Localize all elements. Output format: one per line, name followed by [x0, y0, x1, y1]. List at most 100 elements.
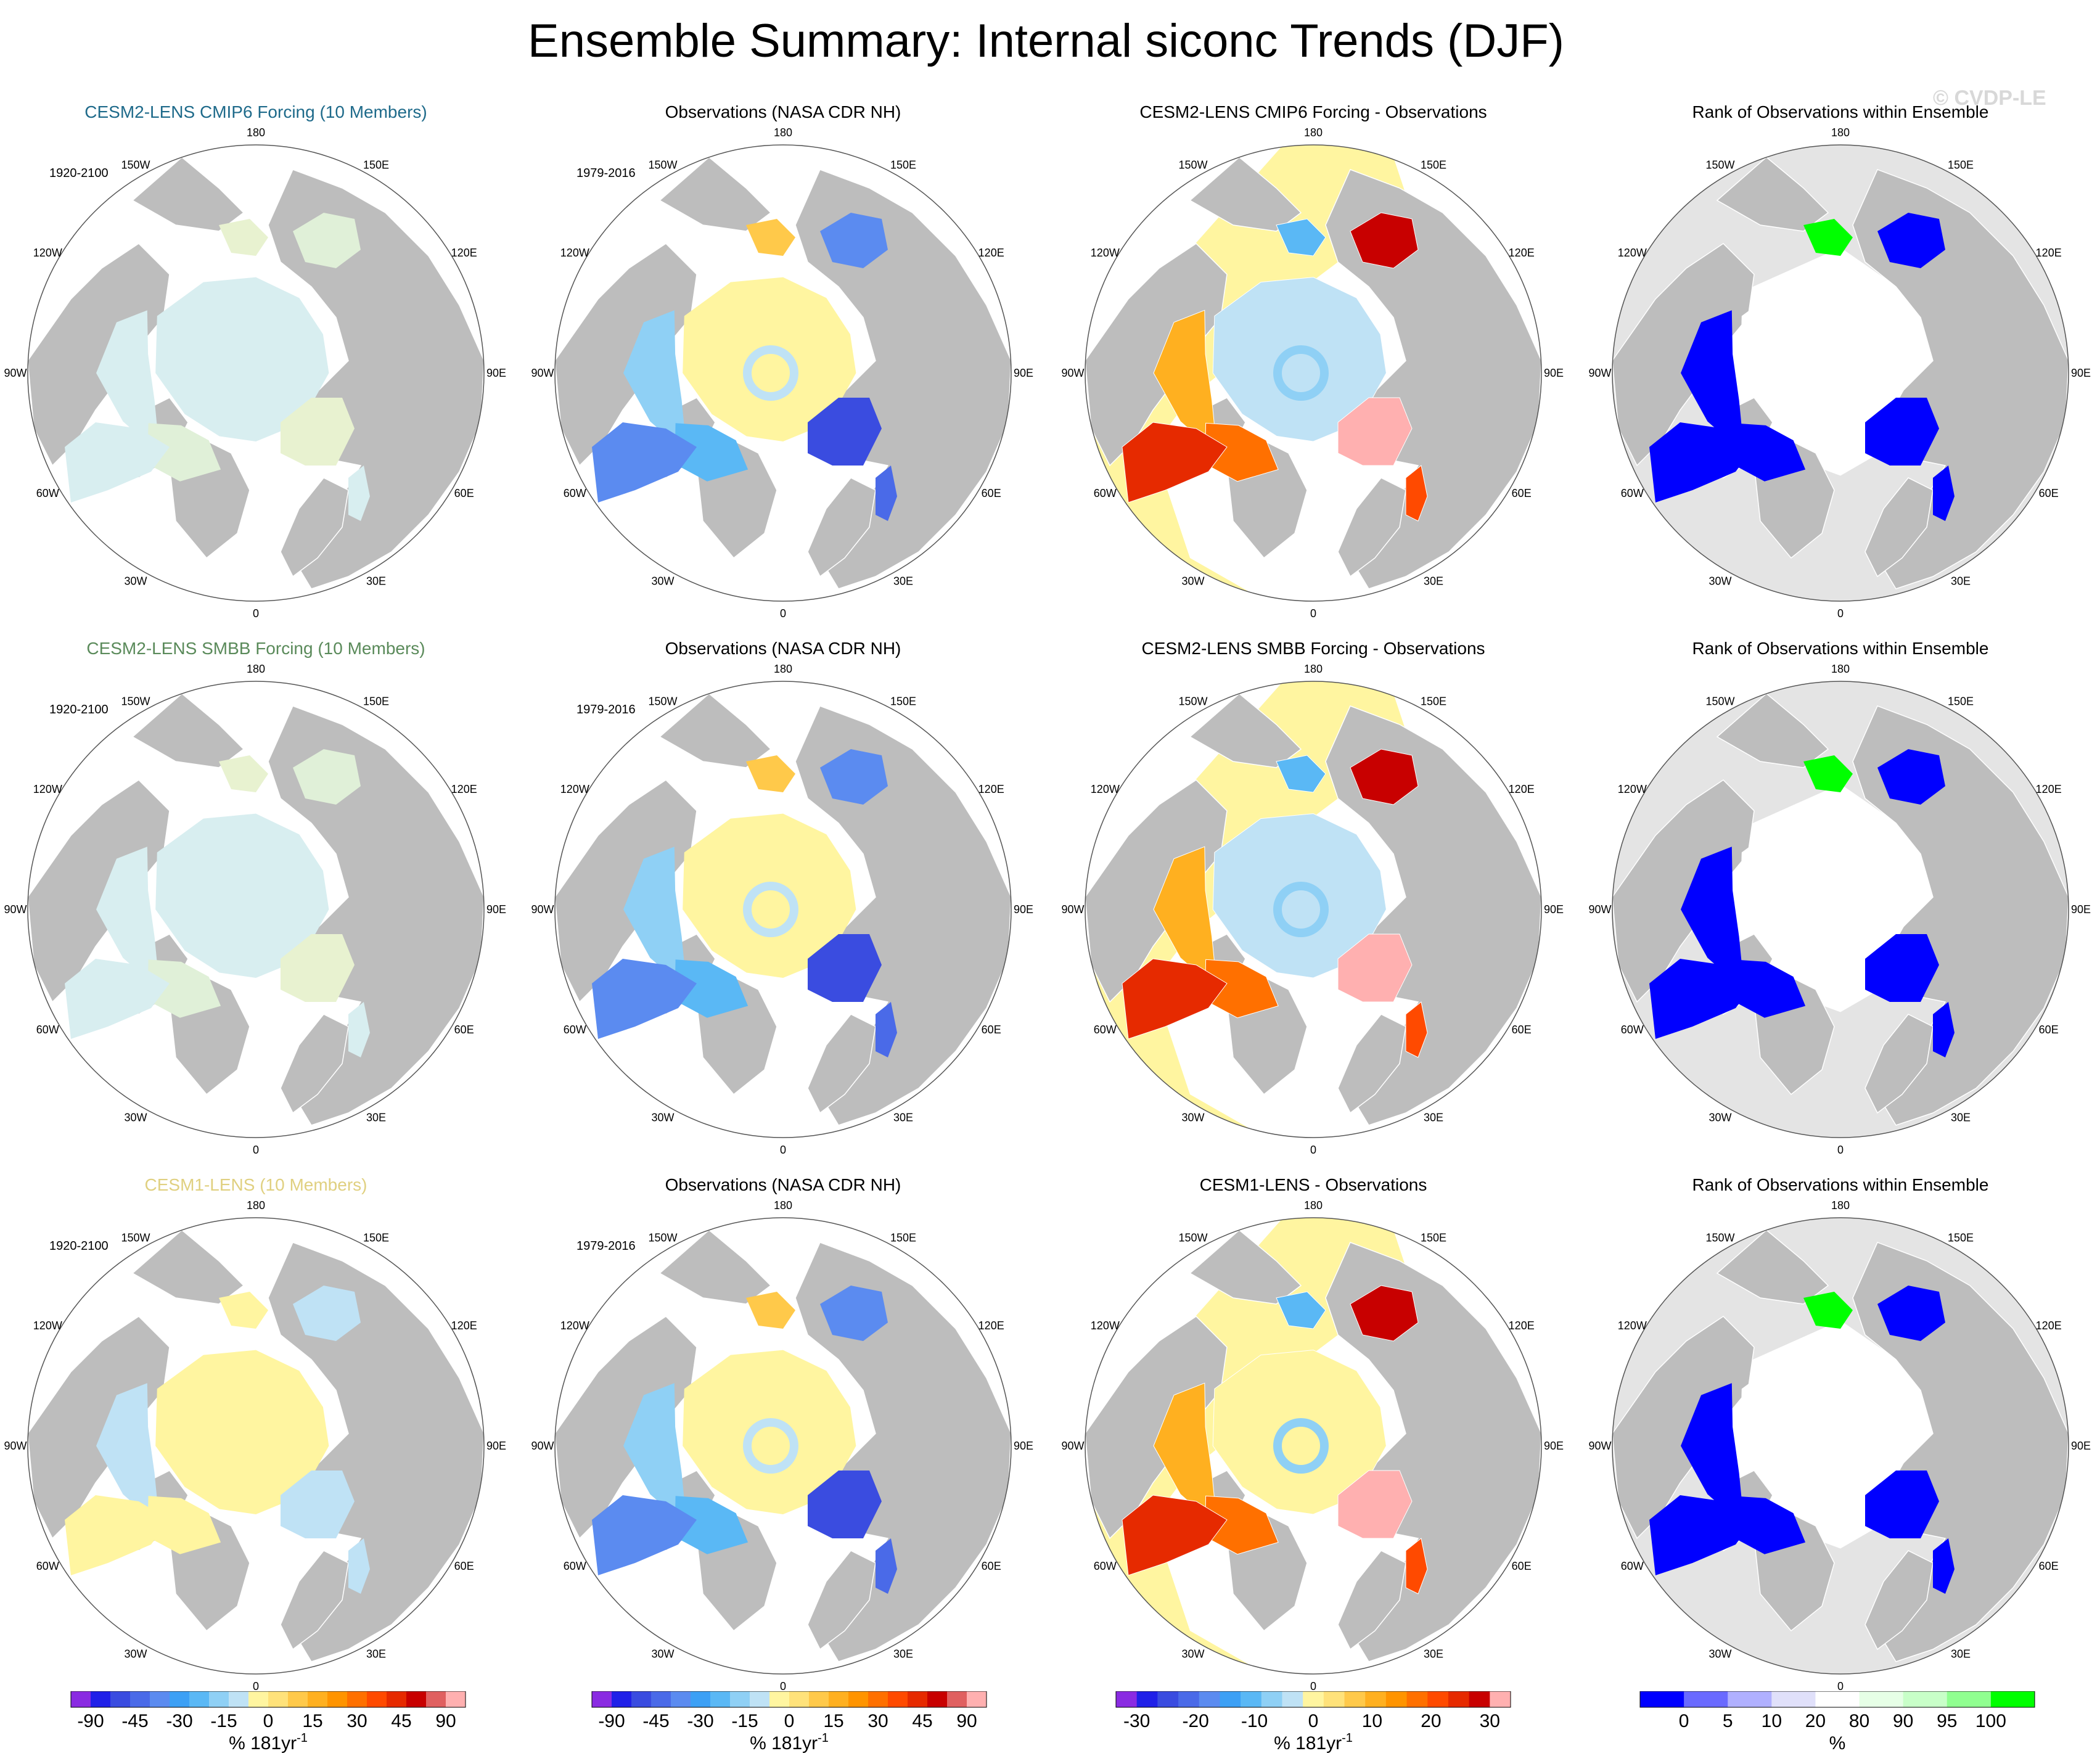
land-mass	[1337, 477, 1406, 578]
pole-ring	[743, 1418, 798, 1474]
sea-ice-region-archi	[623, 310, 687, 454]
longitude-label: 180	[247, 663, 265, 675]
colorbar-swatch	[927, 1691, 948, 1707]
longitude-label: 30E	[1951, 1648, 1971, 1660]
panel-title: CESM2-LENS SMBB Forcing (10 Members)	[86, 639, 425, 658]
colorbar-swatch	[308, 1691, 328, 1707]
colorbar-tick-label: -20	[1182, 1711, 1208, 1731]
longitude-label: 60W	[36, 1024, 59, 1036]
land-mass	[1337, 1550, 1406, 1651]
longitude-label: 60E	[454, 1560, 474, 1572]
longitude-label: 0	[253, 607, 259, 620]
colorbar-unit: % 181yr-1	[229, 1731, 308, 1754]
longitude-label: 30E	[1951, 1112, 1971, 1124]
longitude-label: 150E	[1421, 158, 1446, 171]
longitude-label: 150E	[890, 1231, 916, 1244]
sea-ice-region-hudson	[675, 1496, 749, 1554]
longitude-label: 120E	[2036, 247, 2062, 259]
colorbar-swatch	[1344, 1691, 1366, 1707]
longitude-label: 30W	[1708, 1648, 1731, 1660]
sea-ice-region-arctic	[1212, 277, 1387, 442]
pole-ring	[1273, 1418, 1329, 1474]
longitude-label: 150W	[648, 1231, 677, 1244]
sea-ice-region-labr	[1649, 959, 1754, 1039]
colorbar-swatch	[406, 1691, 427, 1707]
longitude-label: 120W	[1618, 783, 1647, 795]
colorbar-swatch	[829, 1691, 849, 1707]
longitude-label: 120W	[1091, 783, 1120, 795]
colorbar-tick-label: 30	[1480, 1711, 1500, 1731]
longitude-label: 90W	[4, 903, 27, 916]
sea-ice-region-labr	[65, 1495, 170, 1575]
colorbar-swatch	[1199, 1691, 1220, 1707]
longitude-label: 180	[1831, 663, 1850, 675]
longitude-label: 150W	[1178, 695, 1207, 707]
colorbar-tick-label: 10	[1762, 1711, 1782, 1731]
colorbar-swatch	[170, 1691, 190, 1707]
panel-title: CESM1-LENS (10 Members)	[144, 1175, 367, 1194]
colorbar-swatch	[150, 1691, 170, 1707]
sea-ice-region-archi	[96, 310, 160, 454]
longitude-label: 180	[774, 126, 792, 139]
period-label: 1920-2100	[49, 1239, 109, 1253]
land-mass	[807, 1550, 876, 1651]
colorbar-swatch	[1220, 1691, 1241, 1707]
colorbar-frame	[1639, 1691, 2035, 1708]
colorbar-swatch	[1365, 1691, 1387, 1707]
polar-map-rank: 180 150E 120E 90E 60E 30E 0 30W 60W 90W 120W 150W	[1588, 663, 2091, 1156]
sea-ice-region-barents	[808, 934, 882, 1002]
map-boundary	[1085, 681, 1542, 1138]
sea-ice-region-okhotsk	[1877, 213, 1945, 268]
sea-ice-region-barents	[1865, 1471, 1939, 1538]
sea-ice-region-arctic	[155, 277, 329, 441]
longitude-label: 60E	[982, 1560, 1001, 1572]
colorbar-swatch	[612, 1691, 632, 1707]
longitude-label: 30W	[1181, 575, 1204, 588]
longitude-label: 90W	[531, 903, 554, 916]
longitude-label: 30E	[893, 1648, 913, 1660]
longitude-label: 30W	[124, 1648, 147, 1660]
longitude-label: 120W	[1091, 247, 1120, 259]
longitude-label: 30E	[366, 1648, 386, 1660]
longitude-label: 30E	[1951, 575, 1971, 588]
colorbar-unit-text: % 181yr	[1274, 1733, 1342, 1754]
colorbar-swatch	[288, 1691, 308, 1707]
colorbar-tick-label: 10	[1362, 1711, 1382, 1731]
longitude-label: 90E	[1014, 1440, 1033, 1452]
longitude-label: 120E	[978, 783, 1004, 795]
longitude-label: 60E	[1512, 1024, 1532, 1036]
longitude-label: 180	[1831, 1199, 1850, 1212]
longitude-label: 30W	[124, 1112, 147, 1124]
sea-ice-region-labr	[592, 1495, 697, 1575]
longitude-label: 30E	[1424, 575, 1443, 588]
longitude-label: 120E	[1509, 783, 1535, 795]
longitude-label: 30W	[1708, 575, 1731, 588]
land-mass	[658, 1229, 772, 1305]
sea-ice-region-bering	[1803, 1292, 1853, 1329]
colorbar-swatch	[710, 1691, 731, 1707]
colorbar-swatch	[1241, 1691, 1262, 1707]
colorbar-swatch	[1728, 1691, 1772, 1707]
colorbar-frame	[591, 1691, 987, 1708]
longitude-label: 120E	[978, 1319, 1004, 1332]
map-boundary	[554, 681, 1012, 1138]
longitude-label: 30W	[651, 575, 674, 588]
longitude-label: 0	[780, 1680, 786, 1692]
sea-ice-region-labr	[1122, 422, 1228, 503]
colorbar-frame	[1115, 1691, 1511, 1708]
land-mass	[1864, 1550, 1934, 1651]
sea-ice-region-hudson	[147, 1496, 221, 1554]
colorbar-swatch	[1116, 1691, 1138, 1707]
longitude-label: 60E	[1512, 487, 1532, 499]
longitude-label: 0	[780, 607, 786, 620]
longitude-label: 150W	[1705, 158, 1734, 171]
sea-ice-region-barents	[281, 398, 355, 466]
panel-title: CESM2-LENS CMIP6 Forcing - Observations	[1139, 102, 1487, 121]
colorbar-tick-label: -45	[121, 1711, 148, 1731]
colorbar-swatch	[691, 1691, 711, 1707]
land-mass	[658, 693, 772, 768]
colorbar-tick-label: 20	[1805, 1711, 1826, 1731]
sea-ice-region-bering	[746, 1292, 795, 1329]
longitude-label: 60W	[1094, 1560, 1117, 1572]
polar-map-obs: 180 150E 120E 90E 60E 30E 0 30W 60W 90W 120W 150W	[531, 663, 1033, 1156]
